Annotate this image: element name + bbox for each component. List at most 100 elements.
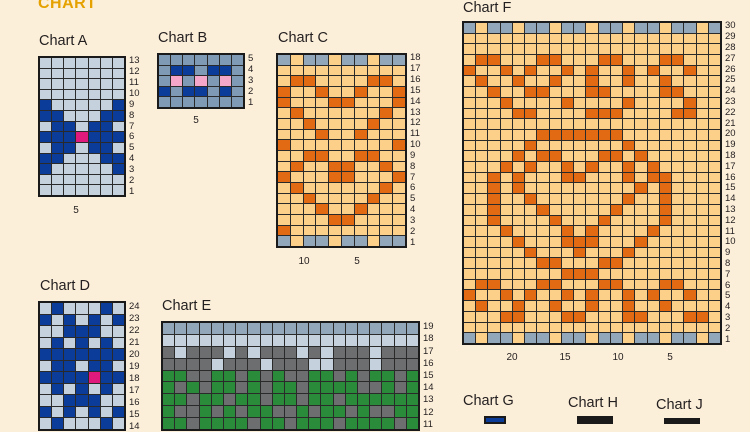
stitch-cell	[52, 360, 64, 372]
row-number: 16	[725, 171, 736, 183]
stitch-cell	[623, 55, 635, 65]
row-number: 1	[248, 97, 254, 109]
stitch-cell	[488, 290, 500, 301]
stitch-cell	[659, 290, 672, 301]
stitch-cell	[88, 68, 100, 79]
stitch-cell	[297, 323, 309, 334]
row-number: 1	[725, 333, 731, 345]
stitch-cell	[610, 215, 623, 226]
stitch-cell	[394, 358, 406, 370]
stitch-cell	[696, 183, 708, 194]
stitch-cell	[647, 183, 659, 194]
stitch-cell	[500, 215, 512, 226]
stitch-cell	[303, 119, 316, 129]
stitch-cell	[187, 358, 199, 370]
stitch-cell	[211, 358, 223, 370]
stitch-cell	[623, 194, 635, 204]
stitch-cell	[393, 129, 405, 140]
row-number: 30	[725, 20, 736, 32]
stitch-cell	[672, 97, 684, 108]
stitch-cell	[40, 372, 52, 383]
stitch-cell	[610, 76, 623, 87]
stitch-cell	[500, 333, 512, 343]
chart-d-row-numbers: 24 23 22 21 20 19 18 17 16 15 14	[129, 301, 145, 432]
stitch-cell	[290, 119, 303, 129]
stitch-cell	[329, 65, 341, 76]
stitch-cell	[561, 33, 574, 44]
stitch-cell	[500, 162, 512, 172]
stitch-cell	[333, 394, 345, 406]
stitch-cell	[659, 33, 672, 44]
stitch-cell	[488, 55, 500, 65]
stitch-cell	[342, 172, 354, 182]
stitch-cell	[525, 247, 537, 258]
stitch-cell	[223, 358, 236, 370]
chart-heading: CHART	[38, 0, 97, 12]
stitch-cell	[175, 394, 187, 406]
row-number: 1	[410, 236, 416, 248]
stitch-cell	[635, 129, 647, 140]
stitch-cell	[537, 183, 549, 194]
stitch-cell	[586, 194, 598, 204]
stitch-cell	[659, 236, 672, 247]
stitch-cell	[303, 215, 316, 225]
stitch-cell	[647, 140, 659, 151]
stitch-cell	[100, 79, 112, 89]
stitch-cell	[635, 215, 647, 226]
stitch-cell	[64, 349, 76, 360]
stitch-cell	[231, 55, 243, 65]
stitch-cell	[303, 151, 316, 161]
stitch-cell	[76, 58, 88, 68]
stitch-cell	[500, 87, 512, 97]
stitch-cell	[659, 55, 672, 65]
stitch-cell	[40, 111, 52, 121]
stitch-cell	[464, 247, 476, 258]
stitch-cell	[52, 349, 64, 360]
stitch-cell	[354, 65, 367, 76]
stitch-cell	[278, 193, 290, 204]
stitch-cell	[406, 358, 418, 370]
stitch-cell	[329, 183, 341, 193]
stitch-cell	[380, 215, 393, 225]
stitch-cell	[88, 132, 100, 142]
stitch-cell	[708, 215, 720, 226]
stitch-cell	[476, 269, 488, 279]
stitch-cell	[367, 236, 380, 246]
stitch-cell	[598, 290, 610, 301]
stitch-cell	[278, 119, 290, 129]
stitch-cell	[586, 183, 598, 194]
stitch-cell	[537, 269, 549, 279]
stitch-cell	[52, 314, 64, 326]
stitch-cell	[476, 129, 488, 140]
stitch-cell	[647, 333, 659, 343]
stitch-cell	[309, 394, 321, 406]
stitch-cell	[500, 65, 512, 76]
stitch-cell	[549, 236, 561, 247]
row-number: 17	[129, 385, 140, 396]
stitch-cell	[647, 194, 659, 204]
stitch-cell	[598, 194, 610, 204]
stitch-cell	[40, 383, 52, 395]
stitch-cell	[199, 382, 211, 394]
stitch-cell	[316, 129, 329, 140]
stitch-cell	[354, 225, 367, 236]
stitch-cell	[464, 151, 476, 162]
stitch-cell	[610, 236, 623, 247]
stitch-cell	[382, 370, 394, 382]
stitch-cell	[199, 418, 211, 429]
stitch-cell	[393, 108, 405, 118]
stitch-cell	[284, 323, 297, 334]
stitch-cell	[708, 194, 720, 204]
row-number: 27	[725, 52, 736, 64]
row-number: 23	[725, 96, 736, 107]
stitch-cell	[623, 151, 635, 162]
row-number: 8	[410, 160, 416, 172]
stitch-cell	[370, 370, 382, 382]
stitch-cell	[635, 258, 647, 269]
stitch-cell	[684, 333, 696, 343]
stitch-cell	[708, 55, 720, 65]
stitch-cell	[696, 108, 708, 119]
chart-c-col-label-10: 10	[298, 256, 310, 267]
stitch-cell	[672, 76, 684, 87]
stitch-cell	[260, 334, 272, 346]
